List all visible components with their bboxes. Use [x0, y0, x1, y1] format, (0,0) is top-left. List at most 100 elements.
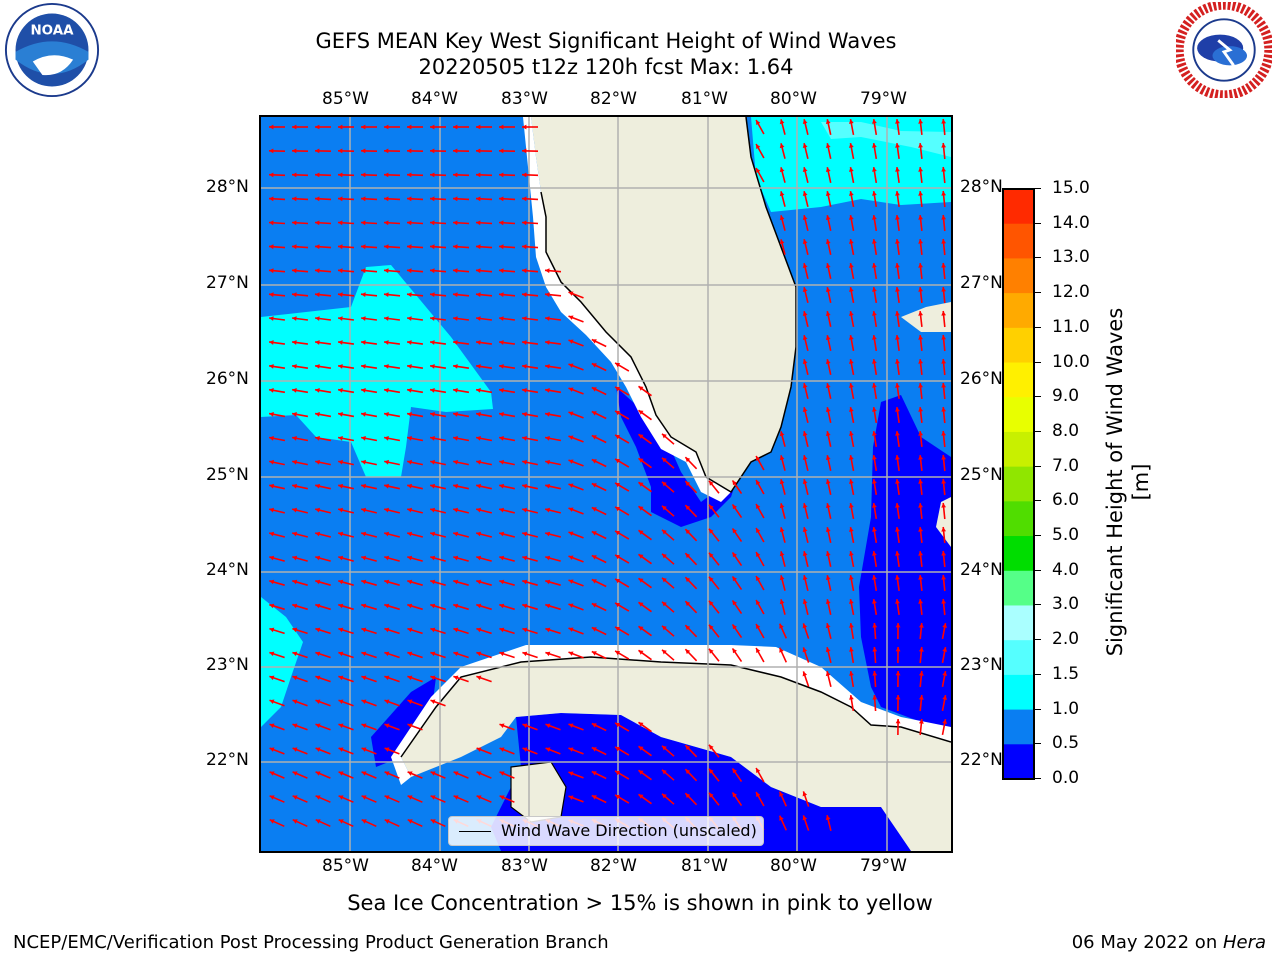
wind-arrow-head	[453, 340, 458, 345]
wind-arrow-head	[476, 316, 481, 321]
colorbar-band	[1003, 605, 1034, 641]
wind-arrow-head	[430, 292, 435, 297]
wind-arrow-head	[499, 627, 505, 633]
wind-arrow-head	[825, 479, 831, 484]
wind-arrow-head	[384, 388, 389, 393]
wind-arrow-head	[338, 459, 343, 465]
wind-arrow-head	[430, 340, 435, 345]
wind-arrow-head	[756, 504, 761, 509]
colorbar-band	[1003, 362, 1034, 398]
wind-arrow-head	[802, 311, 808, 316]
wind-arrow-head	[895, 119, 900, 124]
wind-arrow-head	[615, 578, 621, 584]
wind-arrow-head	[476, 412, 481, 417]
wind-arrow-head	[361, 459, 366, 465]
wind-arrow-head	[407, 436, 412, 441]
wind-arrow-head	[384, 244, 389, 250]
wind-arrow-head	[269, 172, 274, 178]
wind-arrow-head	[430, 771, 436, 776]
wind-arrow-head	[662, 457, 667, 463]
wind-arrow-head	[638, 722, 644, 727]
wind-arrow-head	[522, 555, 528, 561]
wind-arrow-head	[522, 603, 528, 609]
wind-arrow-head	[292, 244, 297, 250]
wind-arrow-head	[361, 388, 366, 393]
colorbar-tick-mark	[1035, 430, 1041, 432]
wind-arrow-head	[522, 723, 528, 728]
wind-arrow-head	[709, 480, 714, 486]
wind-arrow-head	[430, 651, 436, 657]
colorbar-tick-mark	[1035, 292, 1041, 294]
wind-arrow-head	[568, 339, 574, 344]
legend-line-sample	[459, 831, 491, 832]
wind-arrow-head	[802, 647, 808, 653]
wind-arrow-head	[591, 483, 597, 488]
footer-date: 06 May 2022 on	[1071, 932, 1223, 953]
wind-arrow-head	[756, 600, 761, 605]
wind-arrow-head	[522, 459, 527, 465]
wind-arrow-head	[315, 723, 321, 728]
wind-arrow-head	[615, 458, 621, 464]
wind-arrow-head	[591, 507, 597, 512]
wind-arrow-head	[685, 529, 691, 535]
wind-arrow-head	[338, 172, 343, 178]
wind-arrow-head	[918, 383, 923, 388]
wind-arrow-head	[895, 335, 900, 340]
wind-arrow-head	[338, 316, 343, 321]
wind-arrow-head	[338, 747, 344, 752]
wind-arrow-head	[292, 436, 297, 441]
wind-arrow-head	[849, 455, 854, 460]
wind-arrow-head	[685, 769, 691, 775]
wind-arrow-head	[499, 148, 504, 154]
wind-arrow-head	[591, 603, 597, 608]
wind-arrow-head	[638, 434, 644, 439]
colorbar-tick-label: 4.0	[1052, 559, 1080, 580]
wind-arrow-head	[545, 412, 550, 417]
colorbar-tick-label: 6.0	[1052, 490, 1080, 511]
wind-arrow-head	[872, 311, 877, 316]
wind-arrow-head	[361, 675, 367, 681]
ocean-dark-east	[859, 395, 951, 737]
wind-arrow-head	[384, 459, 389, 465]
wind-arrow-head	[315, 795, 321, 800]
wind-arrow-head	[292, 220, 297, 226]
wind-arrow-head	[453, 579, 459, 585]
wind-arrow-head	[615, 650, 621, 656]
wind-arrow-head	[941, 191, 946, 196]
wind-arrow-head	[941, 575, 946, 580]
wind-arrow-head	[685, 625, 691, 631]
wind-arrow-head	[825, 263, 831, 268]
wind-arrow-head	[802, 551, 808, 556]
wind-arrow-head	[895, 455, 900, 460]
wind-arrow-head	[615, 722, 621, 728]
wind-arrow-head	[269, 603, 275, 609]
wind-arrow-head	[685, 649, 691, 655]
wind-arrow-head	[895, 383, 900, 388]
wind-arrow-head	[407, 795, 413, 800]
wind-arrow-head	[407, 220, 412, 226]
wind-arrow-head	[591, 387, 597, 392]
wind-arrow-head	[941, 383, 946, 388]
wind-arrow-head	[499, 459, 504, 465]
wind-arrow-head	[384, 531, 390, 537]
wind-arrow-head	[802, 383, 808, 388]
wind-arrow-head	[872, 383, 877, 388]
wind-arrow-head	[338, 699, 344, 704]
wind-arrow-head	[545, 555, 551, 561]
wind-arrow-head	[918, 599, 923, 604]
colorbar-tick-label: 2.0	[1052, 629, 1080, 650]
wind-arrow-head	[545, 531, 551, 537]
colorbar-tick-label: 3.0	[1052, 594, 1080, 615]
wind-arrow-head	[732, 552, 737, 558]
lon-label-bottom-79: 79°W	[860, 856, 907, 876]
wind-arrow-head	[361, 651, 367, 657]
wind-arrow-head	[825, 359, 831, 364]
wind-arrow-head	[849, 527, 854, 532]
wind-arrow-head	[756, 792, 761, 797]
wind-arrow-head	[849, 671, 854, 676]
wind-arrow-head	[849, 599, 854, 604]
wind-arrow-head	[849, 167, 854, 172]
wind-arrow-head	[709, 600, 714, 606]
wind-arrow-head	[384, 172, 389, 178]
wind-arrow-head	[615, 434, 621, 440]
